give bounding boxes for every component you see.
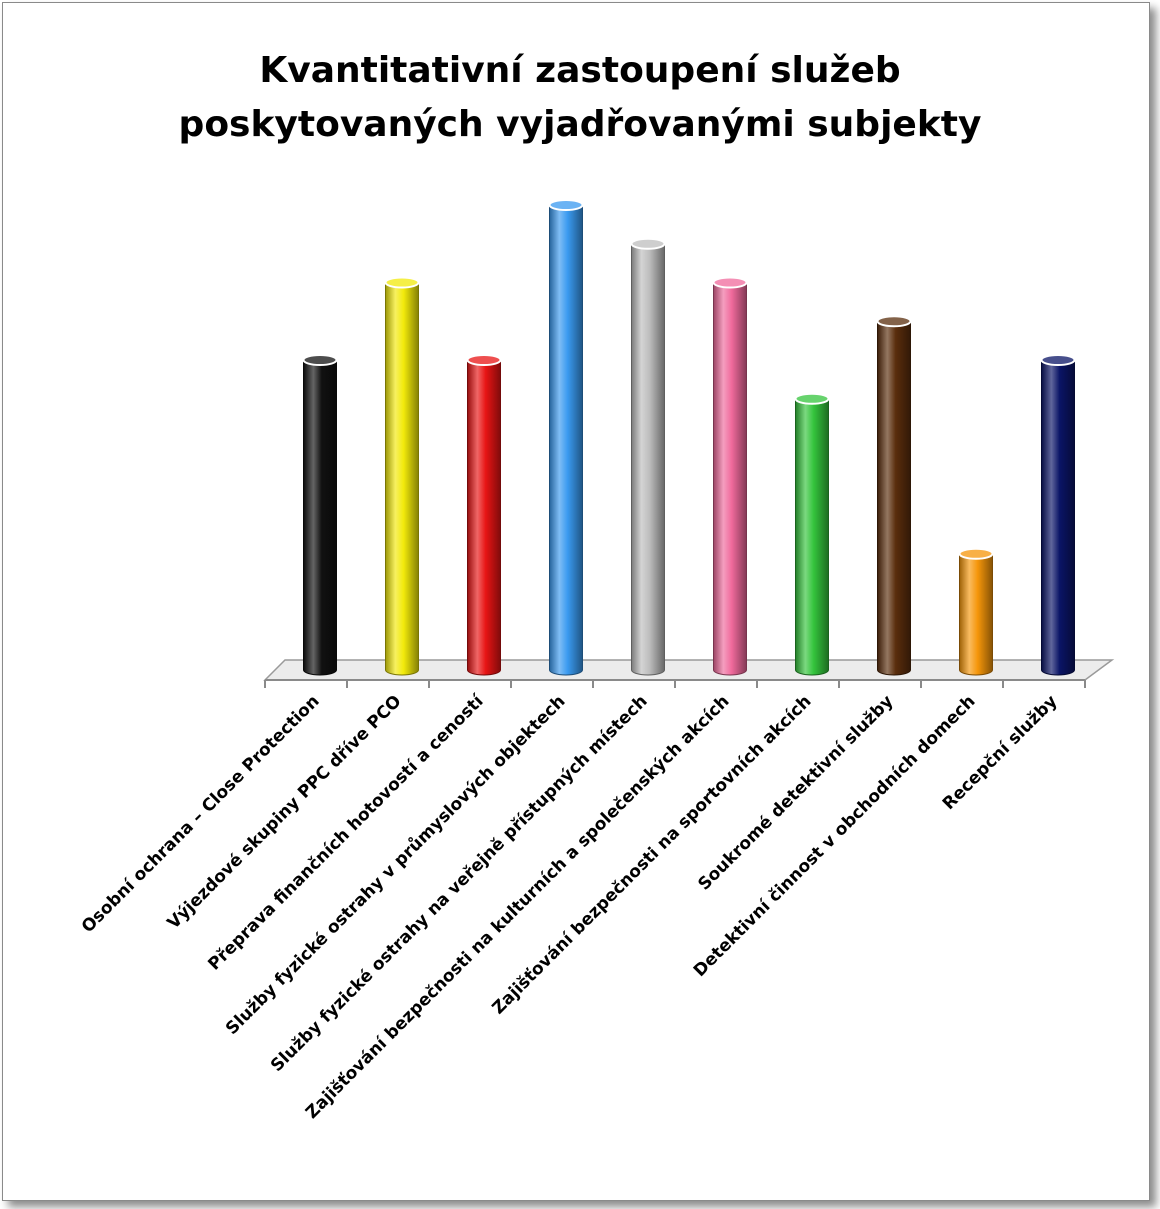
bar <box>1040 354 1076 676</box>
bar-body <box>303 359 337 676</box>
bar-body <box>385 282 419 676</box>
bar <box>876 315 912 676</box>
chart-title: Kvantitativní zastoupení služeb poskytov… <box>0 44 1160 152</box>
bar-body <box>877 320 911 676</box>
bar-cap <box>794 392 830 405</box>
x-tick-label: Služby fyzické ostrahy na veřejně přístu… <box>267 691 652 1076</box>
bar <box>466 354 502 676</box>
chart-title-line-2: poskytovaných vyjadřovanými subjekty <box>178 104 982 145</box>
bar-cap <box>548 199 584 211</box>
bar-body <box>631 243 665 676</box>
x-tick-label: Přeprava finančních hotovostí a ceností <box>204 691 488 975</box>
bar-cap <box>876 315 912 328</box>
chart-title-line-1: Kvantitativní zastoupení služeb <box>259 50 901 91</box>
bar-body <box>795 398 829 676</box>
bar-body <box>959 553 993 676</box>
bar <box>630 237 666 676</box>
bar-body <box>467 359 501 676</box>
bar <box>384 276 420 676</box>
bar-body <box>713 282 747 676</box>
bar-cap <box>302 354 338 366</box>
bar-cap <box>1040 354 1076 366</box>
bar-cap <box>712 276 748 289</box>
bar <box>794 392 830 676</box>
bar-cap <box>384 276 420 289</box>
bar <box>712 276 748 676</box>
bar-body <box>1041 359 1075 676</box>
bar-cap <box>466 354 502 366</box>
bar-body <box>549 204 583 676</box>
bar <box>302 354 338 676</box>
bar <box>958 547 994 676</box>
bar-cap <box>630 237 666 250</box>
x-tick-label: Zajišťování bezpečnosti na sportovních a… <box>488 691 815 1018</box>
bar-cap <box>958 547 994 560</box>
bar <box>548 199 584 676</box>
x-tick-label: Detektivní činnost v obchodních domech <box>690 691 980 981</box>
